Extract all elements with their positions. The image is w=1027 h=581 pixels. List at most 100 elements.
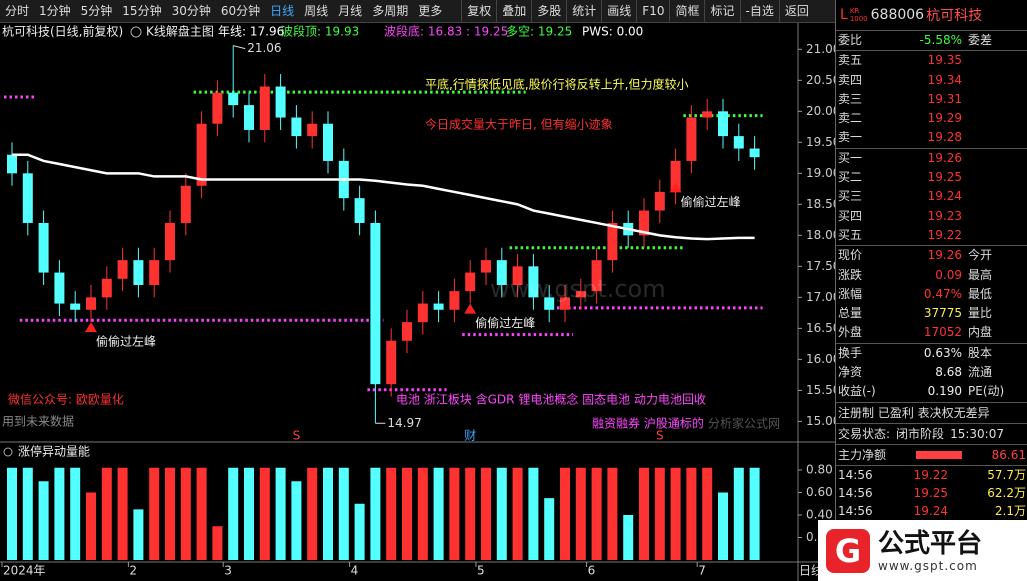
candle-body [180,185,191,223]
bar [354,503,365,560]
quote-label: 外盘 [838,325,863,340]
quote-row: 净资 8.68 流通 [836,363,1027,382]
quote-spacer [962,90,1026,109]
candle-body [307,123,318,137]
period-tab[interactable]: 更多 [418,4,443,18]
leader [233,45,246,50]
indicator-name: K线解盘主图 [146,24,214,39]
bar [496,467,507,560]
y-tick-label: 19.50 [806,135,835,149]
bar [733,467,744,560]
candle-body [512,266,523,285]
bar [528,467,539,560]
bar [465,467,476,560]
quote-label: 买四 [838,208,863,223]
watermark: www.gspt.com [490,275,666,303]
period-tab[interactable]: 多周期 [372,4,409,18]
toolbar-button[interactable]: F10 [636,0,669,22]
bar [575,467,586,560]
quote-value: 0.09 [935,267,962,282]
event-marker: 财 [464,429,476,443]
bar [86,492,96,560]
quote-value: 19.23 [927,208,962,223]
period-tab[interactable]: 分时 [5,4,30,18]
weibi-section: 委比 -5.58% 委差 [836,31,1027,52]
toolbar-button[interactable]: 简框 [669,0,704,22]
quote-value: -5.58% [919,33,962,47]
tick-volume: 57.7万 [987,467,1026,482]
toolbar-button[interactable]: 统计 [566,0,601,22]
candle-body [228,92,239,106]
toolbar-button[interactable]: 叠加 [496,0,531,22]
bar [133,509,144,560]
quote-row: 换手 0.63% 股本 [836,344,1027,363]
bar [623,515,634,560]
concepts: 电池 浙江板块 含GDR 锂电池概念 固态电池 动力电池回收 [396,392,706,407]
quote-spacer [962,207,1026,226]
toolbar-button[interactable]: 标记 [704,0,739,22]
candle-body [259,86,270,130]
status: 交易状态: 闭市阶段 15:30:07 [836,424,1027,445]
quote-value: 37775 [923,306,962,321]
y-tick-label: 20.00 [806,104,835,118]
candle-body [165,222,175,261]
bar [702,467,713,560]
y-tick-label: 18.00 [806,228,835,242]
candle-body [7,154,17,174]
bar [228,467,239,560]
quote-row: 买二 19.25 [836,168,1027,187]
badge: L [840,7,848,23]
candle-body [544,297,555,310]
bar [7,467,17,560]
quote-row: 卖一 19.28 [836,128,1027,147]
period-tab[interactable]: 1分钟 [39,4,71,18]
bar [22,467,33,560]
quote-row: 卖二 19.29 [836,109,1027,128]
period-tab[interactable]: 30分钟 [171,4,211,18]
quote-value: 8.68 [935,365,962,380]
y-tick-label: 15.00 [806,414,835,428]
x-tick-label: 7 [698,564,706,578]
quote-row: 买三 19.24 [836,187,1027,206]
period-tab[interactable]: 日线 [270,4,295,18]
toolbar-button[interactable]: -自选 [739,0,779,22]
candle-body [496,260,507,285]
quote-row: 买四 19.23 [836,207,1027,226]
quote-label: 内盘 [968,325,993,340]
quote-label: 净资 [838,365,863,380]
quote-label: PE(动) [968,384,1005,399]
candle-body [101,278,112,298]
indicator-value: 波段底: 16.83 : 19.25 [384,24,508,39]
quote-value: 19.31 [927,91,962,106]
stock-name: 杭可科技 [926,8,983,24]
badge: KR [849,7,860,15]
toolbar-button[interactable]: 多股 [531,0,566,22]
quote-value: 19.24 [927,189,962,204]
y-tick-label: 20.50 [806,73,835,87]
candle-body [749,148,760,158]
candle-body [654,191,665,211]
quote-label: 最低 [968,286,993,301]
period-tab[interactable]: 5分钟 [80,4,113,18]
candle-body [449,291,460,310]
period-tab[interactable]: 15分钟 [122,4,162,18]
candle-body [528,266,539,298]
toolbar-button[interactable]: 画线 [601,0,636,22]
low-label: 14.97 [387,416,421,430]
candle-body [733,136,744,149]
quote-label: 买五 [838,227,863,242]
period-tab[interactable]: 周线 [304,4,329,18]
toolbar-button[interactable]: 复权 [461,0,496,22]
trade-tick: 14:56 19.25 62.2万 [836,484,1027,502]
quote-value: 19.22 [927,227,962,242]
period-tab[interactable]: 60分钟 [220,4,261,18]
quote-label: 量比 [968,306,993,321]
toolbar-button[interactable]: 返回 [778,0,814,22]
period-tab[interactable]: 月线 [338,4,363,18]
bar [291,481,302,560]
bar [212,526,223,560]
quote-row: 收益(-) 0.190 PE(动) [836,382,1027,401]
quote-spacer [962,51,1026,70]
candle-body [212,92,223,124]
candle-body [702,111,713,118]
